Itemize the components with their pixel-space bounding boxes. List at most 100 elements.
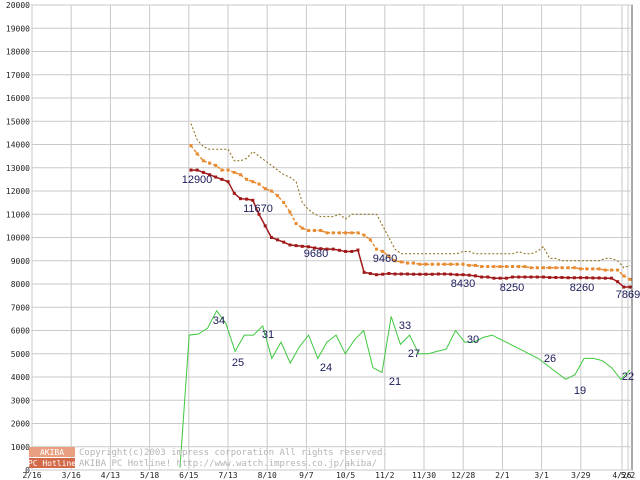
series-point <box>356 248 360 252</box>
series-point <box>201 170 205 174</box>
series-point <box>449 272 453 276</box>
x-tick-label: 3/29 <box>571 471 590 480</box>
data-label: 9680 <box>304 248 328 260</box>
badge-bottom-text: PC Hotline <box>28 459 76 468</box>
series-point <box>498 276 502 280</box>
series-0 <box>190 123 631 269</box>
x-tick-label: 3/16 <box>62 471 81 480</box>
data-label: 11670 <box>243 203 273 215</box>
akiba-badge-top <box>29 447 75 457</box>
series-point <box>325 231 329 235</box>
series-point <box>461 273 465 277</box>
x-tick-label: 2/1 <box>495 471 510 480</box>
series-point <box>220 168 224 172</box>
y-tick-label: 7000 <box>11 303 30 312</box>
series-point <box>597 276 601 280</box>
series-point <box>263 187 267 191</box>
series-point <box>195 168 199 172</box>
y-tick-label: 14000 <box>6 141 30 150</box>
series-point <box>356 231 360 235</box>
series-point <box>455 273 459 277</box>
series-point <box>387 272 391 276</box>
series-point <box>467 263 471 267</box>
series-point <box>566 266 570 270</box>
series-point <box>344 249 348 253</box>
series-2 <box>189 168 632 289</box>
series-point <box>313 229 317 233</box>
series-point <box>276 238 280 242</box>
series-point <box>313 246 317 250</box>
series-point <box>288 243 292 247</box>
series-point <box>529 275 533 279</box>
y-tick-label: 3000 <box>11 396 30 405</box>
data-label: 27 <box>408 348 420 360</box>
series-point <box>300 244 304 248</box>
data-label: 22 <box>622 371 634 383</box>
series-point <box>511 265 515 269</box>
x-tick-label: 12/28 <box>451 471 475 480</box>
x-tick-label: 7/13 <box>218 471 237 480</box>
series-point <box>263 224 267 228</box>
y-tick-label: 9000 <box>11 257 30 266</box>
series-point <box>319 229 323 233</box>
akiba-badge-bottom <box>29 458 75 468</box>
series-point <box>245 177 249 181</box>
series-point <box>628 277 632 281</box>
series-point <box>603 268 607 272</box>
x-tick-label: 11/30 <box>412 471 436 480</box>
series-point <box>368 238 372 242</box>
series-point <box>350 231 354 235</box>
series-point <box>529 266 533 270</box>
y-tick-label: 11000 <box>6 210 30 219</box>
data-label: 30 <box>467 334 479 346</box>
y-tick-label: 6000 <box>11 327 30 336</box>
y-tick-label: 19000 <box>6 24 30 33</box>
series-point <box>418 272 422 276</box>
series-point <box>387 254 391 258</box>
x-tick-label: 2/16 <box>22 471 41 480</box>
series-point <box>622 274 626 278</box>
x-tick-label: 3/1 <box>534 471 549 480</box>
x-tick-label: 5/2 <box>621 471 636 480</box>
series-point <box>238 197 242 201</box>
series-point <box>405 261 409 265</box>
series-point <box>473 263 477 267</box>
series-point <box>548 266 552 270</box>
series-point <box>337 248 341 252</box>
series-point <box>208 161 212 165</box>
series-point <box>232 170 236 174</box>
series-point <box>381 249 385 253</box>
series-point <box>480 275 484 279</box>
series-point <box>282 240 286 244</box>
series-point <box>616 268 620 272</box>
series-point <box>579 276 583 280</box>
x-tick-label: 11/2 <box>375 471 394 480</box>
series-point <box>405 272 409 276</box>
series-point <box>319 247 323 251</box>
data-label: 7869 <box>616 289 640 301</box>
series-point <box>399 260 403 264</box>
y-tick-label: 8000 <box>11 280 30 289</box>
data-label: 33 <box>399 320 411 332</box>
series-point <box>189 144 193 148</box>
series-point <box>554 266 558 270</box>
series-point <box>430 262 434 266</box>
y-tick-label: 20000 <box>6 1 30 10</box>
series-point <box>535 275 539 279</box>
series-point <box>467 273 471 277</box>
series-point <box>541 275 545 279</box>
series-point <box>554 275 558 279</box>
series-point <box>517 275 521 279</box>
series-point <box>393 259 397 263</box>
y-tick-label: 18000 <box>6 48 30 57</box>
y-tick-label: 16000 <box>6 94 30 103</box>
data-labels: 12900 11670 9680 9460 8430 8250 8260 7869 34 25 31… <box>182 174 640 397</box>
series-point <box>609 268 613 272</box>
series-point <box>220 177 224 181</box>
x-tick-label: 5/18 <box>140 471 159 480</box>
x-tick-label: 8/10 <box>258 471 277 480</box>
series-point <box>591 267 595 271</box>
series-point <box>443 262 447 266</box>
